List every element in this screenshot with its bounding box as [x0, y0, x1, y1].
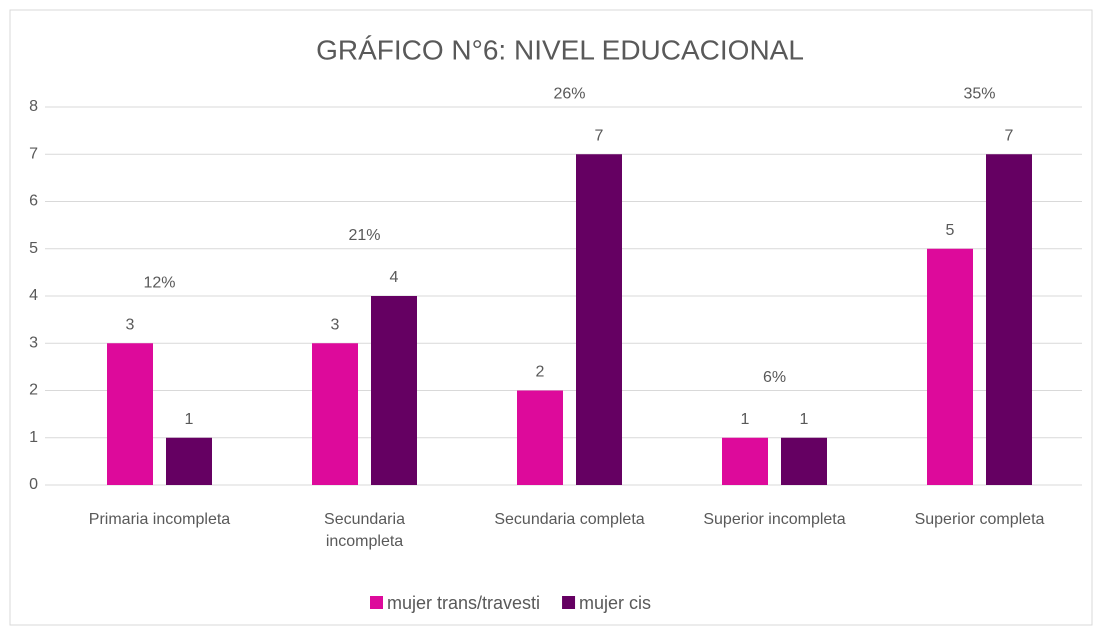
annotation: 12%	[143, 274, 175, 291]
bar	[927, 248, 973, 485]
annotation: 6%	[763, 369, 786, 386]
data-label: 2	[536, 364, 545, 381]
y-tick-label: 3	[29, 334, 38, 351]
y-tick-label: 5	[29, 240, 38, 257]
data-label: 7	[595, 127, 604, 144]
legend-label: mujer trans/travesti	[387, 593, 540, 613]
y-tick-label: 0	[29, 476, 38, 493]
y-tick-label: 2	[29, 382, 38, 399]
data-label: 1	[741, 411, 750, 428]
bar	[576, 154, 622, 485]
bar	[517, 390, 563, 485]
chart-title: GRÁFICO N°6: NIVEL EDUCACIONAL	[316, 34, 804, 65]
bar	[986, 154, 1032, 485]
bar	[722, 437, 768, 485]
data-label: 7	[1005, 127, 1014, 144]
y-tick-label: 4	[29, 287, 38, 304]
annotation: 26%	[553, 85, 585, 102]
data-label: 4	[390, 269, 399, 286]
legend-swatch	[562, 596, 576, 609]
x-tick-label: Secundaria completa	[494, 511, 645, 528]
y-tick-label: 7	[29, 145, 38, 162]
y-tick-label: 1	[29, 429, 38, 446]
annotation: 35%	[963, 85, 995, 102]
bar	[107, 343, 153, 485]
legend-swatch	[370, 596, 383, 609]
x-tick-label: Superior incompleta	[703, 511, 846, 528]
data-label: 3	[126, 316, 135, 333]
bar	[371, 296, 417, 485]
data-label: 1	[185, 411, 194, 428]
annotation: 21%	[348, 227, 380, 244]
x-tick-label: Secundaria incompleta	[324, 511, 405, 550]
y-tick-label: 8	[29, 98, 38, 115]
legend-label: mujer cis	[579, 593, 651, 613]
bar	[312, 343, 358, 485]
y-tick-label: 6	[29, 193, 38, 210]
chart-border	[9, 9, 1093, 626]
data-label: 3	[331, 316, 340, 333]
data-label: 1	[800, 411, 809, 428]
bar	[166, 437, 212, 485]
x-tick-label: Superior completa	[914, 511, 1045, 528]
bar	[781, 437, 827, 485]
x-tick-label: Primaria incompleta	[88, 511, 231, 528]
data-label: 5	[946, 222, 955, 239]
